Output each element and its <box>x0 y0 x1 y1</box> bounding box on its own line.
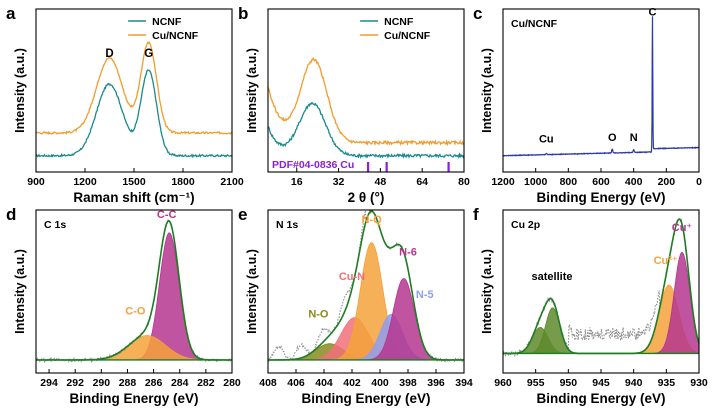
series-line-a-cu-ncnf <box>35 40 233 135</box>
x-axis-label-e: Binding Energy (eV) <box>301 391 430 406</box>
x-tick-label-b: 64 <box>416 176 428 188</box>
x-tick-label-d: 284 <box>171 377 189 389</box>
peak-annotation-c: C <box>649 7 657 19</box>
component-label-f: Cu²⁺ <box>654 255 678 267</box>
series-line-a-ncnf <box>36 69 233 159</box>
x-tick-label-d: 290 <box>93 377 111 389</box>
component-label-d: C-O <box>125 305 146 317</box>
inset-label-c: Cu/NCNF <box>511 18 558 30</box>
peak-annotation-c: O <box>608 132 617 144</box>
plot-frame-a <box>35 8 233 173</box>
x-tick-label-b: 16 <box>291 176 303 188</box>
x-tick-label-c: 200 <box>658 176 676 188</box>
panel-letter-a: a <box>6 4 16 23</box>
x-tick-label-c: 800 <box>560 176 578 188</box>
x-tick-label-d: 286 <box>145 377 163 389</box>
x-axis-label-a: Raman shift (cm⁻¹) <box>73 190 194 205</box>
component-label-e: N-Q <box>362 214 383 226</box>
panel-letter-f: f <box>473 205 479 224</box>
x-tick-label-e: 400 <box>371 377 389 389</box>
panel-letter-b: b <box>238 4 248 23</box>
component-label-e: N-5 <box>416 289 434 301</box>
x-tick-label-b: 48 <box>375 176 387 188</box>
x-tick-label-f: 950 <box>560 377 578 389</box>
panel-letter-d: d <box>6 205 16 224</box>
component-label-e: N-6 <box>399 247 417 259</box>
x-tick-label-d: 282 <box>197 377 215 389</box>
x-tick-label-f: 955 <box>527 377 545 389</box>
y-axis-label-f: Intensity (a.u.) <box>480 249 494 334</box>
component-label-f: Cu⁺ <box>672 222 693 234</box>
peak-annotation-c: Cu <box>539 134 554 146</box>
x-axis-label-f: Binding Energy (eV) <box>536 391 665 406</box>
x-tick-label-a: 900 <box>27 176 45 188</box>
fit-envelope-d <box>36 220 232 361</box>
series-line-c-survey <box>502 16 700 157</box>
x-tick-label-d: 280 <box>223 377 241 389</box>
x-tick-label-a: 1200 <box>73 176 97 188</box>
x-tick-label-f: 930 <box>690 377 708 389</box>
x-tick-label-f: 940 <box>625 377 643 389</box>
x-tick-label-a: 1800 <box>171 176 195 188</box>
x-tick-label-b: 80 <box>458 176 470 188</box>
y-axis-label-e: Intensity (a.u.) <box>245 249 259 334</box>
x-tick-label-c: 1200 <box>491 176 515 188</box>
x-tick-label-f: 960 <box>494 377 512 389</box>
x-tick-label-e: 402 <box>343 377 361 389</box>
legend-label-a: Cu/NCNF <box>152 30 199 42</box>
plot-frame-c <box>502 8 700 173</box>
inset-label-f: Cu 2p <box>511 219 540 231</box>
y-axis-label-a: Intensity (a.u.) <box>13 48 27 133</box>
component-label-f: satellite <box>532 271 573 283</box>
x-tick-label-c: 400 <box>625 176 643 188</box>
x-tick-label-a: 1500 <box>122 176 146 188</box>
inset-label-d: C 1s <box>44 219 66 231</box>
x-tick-label-b: 32 <box>333 176 345 188</box>
x-tick-label-c: 1000 <box>524 176 548 188</box>
y-axis-label-b: Intensity (a.u.) <box>245 48 259 133</box>
series-line-b-cu-ncnf <box>267 56 465 147</box>
x-axis-label-c: Binding Energy (eV) <box>536 190 665 205</box>
x-tick-label-f: 945 <box>592 377 610 389</box>
x-tick-label-e: 398 <box>399 377 417 389</box>
x-tick-label-d: 292 <box>66 377 84 389</box>
component-label-e: Cu-N <box>339 271 365 283</box>
legend-label-b: NCNF <box>384 16 414 28</box>
peak-annotation-c: N <box>630 132 638 144</box>
peak-annotation-a: G <box>144 48 153 60</box>
x-tick-label-f: 935 <box>658 377 676 389</box>
plot-frame-d <box>35 209 233 374</box>
plot-frame-b <box>267 8 465 173</box>
x-tick-label-c: 0 <box>696 176 702 188</box>
reference-label-b: PDF#04-0836 Cu <box>272 159 354 171</box>
x-tick-label-e: 408 <box>259 377 277 389</box>
x-tick-label-e: 406 <box>287 377 305 389</box>
x-tick-label-d: 294 <box>40 377 58 389</box>
y-axis-label-d: Intensity (a.u.) <box>13 249 27 334</box>
x-tick-label-c: 600 <box>592 176 610 188</box>
series-line-b-ncnf <box>267 101 465 160</box>
x-tick-label-e: 394 <box>455 377 473 389</box>
panel-letter-e: e <box>238 205 247 224</box>
fit-envelope-e <box>268 210 464 361</box>
inset-label-e: N 1s <box>276 219 298 231</box>
x-tick-label-e: 404 <box>315 377 333 389</box>
peak-annotation-a: D <box>105 48 113 60</box>
component-peak-d-1 <box>65 335 229 361</box>
x-tick-label-e: 396 <box>427 377 445 389</box>
x-tick-label-d: 288 <box>119 377 137 389</box>
x-tick-label-a: 2100 <box>220 176 244 188</box>
x-axis-label-b: 2 θ (°) <box>348 190 385 205</box>
x-axis-label-d: Binding Energy (eV) <box>69 391 198 406</box>
legend-label-a: NCNF <box>152 16 182 28</box>
panel-letter-c: c <box>473 4 482 23</box>
legend-label-b: Cu/NCNF <box>384 30 431 42</box>
y-axis-label-c: Intensity (a.u.) <box>480 48 494 133</box>
component-label-e: N-O <box>308 309 329 321</box>
component-label-d: C-C <box>157 209 177 221</box>
plot-frame-e <box>267 209 465 374</box>
